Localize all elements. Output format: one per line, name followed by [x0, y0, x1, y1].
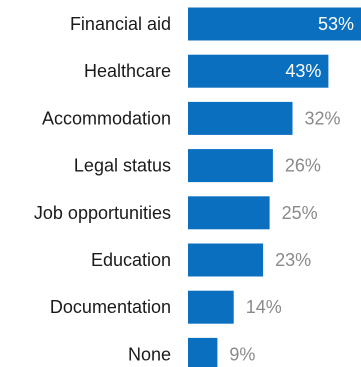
category-label: Accommodation: [42, 108, 171, 128]
category-label: Healthcare: [84, 61, 171, 81]
bar-accommodation: [188, 101, 293, 135]
category-labels: Financial aid Healthcare Accommodation Lega…: [34, 14, 171, 364]
category-label: Job opportunities: [34, 203, 171, 223]
bar-job-opportunities: [188, 196, 270, 230]
value-label: 9%: [229, 344, 255, 364]
value-label: 43%: [285, 61, 321, 81]
category-label: Legal status: [74, 156, 171, 176]
value-label: 23%: [275, 250, 311, 270]
bar-healthcare: [188, 54, 329, 88]
category-label: Financial aid: [70, 14, 171, 34]
bar-financial-aid: [188, 7, 361, 41]
bar-documentation: [188, 290, 234, 324]
category-label: Documentation: [50, 297, 171, 317]
value-label: 26%: [285, 156, 321, 176]
category-label: None: [128, 344, 171, 364]
value-label: 14%: [246, 297, 282, 317]
bar-education: [188, 243, 264, 277]
value-label: 32%: [305, 108, 341, 128]
value-labels: 53% 43% 32% 26% 25% 23% 14% 9%: [229, 14, 354, 364]
category-label: Education: [91, 250, 171, 270]
value-label: 53%: [318, 14, 354, 34]
value-label: 25%: [282, 203, 318, 223]
bar-legal-status: [188, 149, 273, 183]
bar-none: [188, 337, 218, 367]
bars-group: [188, 7, 361, 367]
